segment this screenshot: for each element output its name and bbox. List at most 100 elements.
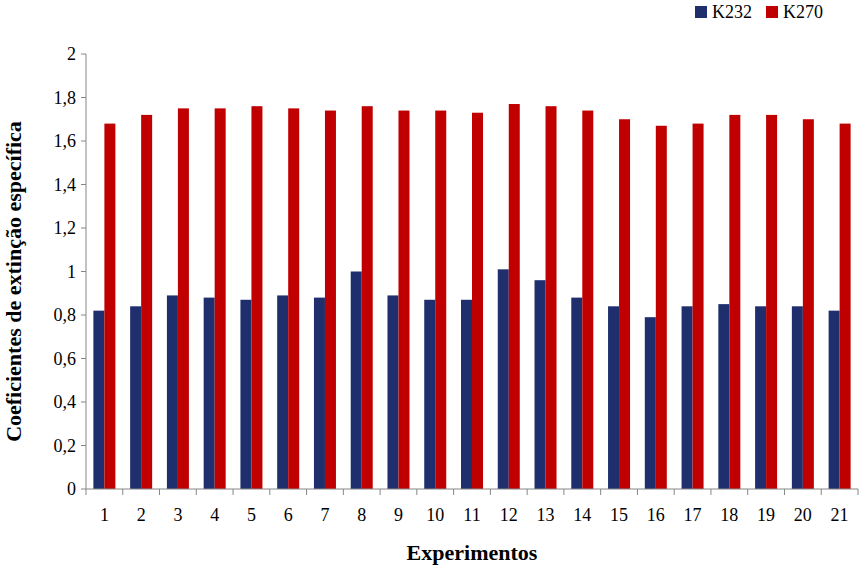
x-tick-label: 18	[720, 505, 738, 525]
bar	[167, 295, 178, 489]
bar	[461, 300, 472, 489]
y-tick	[81, 315, 86, 316]
bar	[288, 108, 299, 489]
bar	[803, 119, 814, 489]
y-tick	[81, 54, 86, 55]
bar	[535, 280, 546, 489]
bar	[130, 306, 141, 489]
x-tick-label: 12	[500, 505, 518, 525]
bar	[251, 106, 262, 489]
x-tick-divider	[858, 489, 859, 495]
bar	[509, 104, 520, 489]
x-tick-label: 17	[684, 505, 702, 525]
y-tick-label: 1,4	[54, 175, 77, 195]
x-tick-divider	[416, 489, 417, 495]
bar	[619, 119, 630, 489]
x-tick-divider	[563, 489, 564, 495]
x-tick-divider	[196, 489, 197, 495]
legend-label: K270	[783, 2, 823, 22]
y-tick-label: 0,6	[54, 349, 77, 369]
x-tick-label: 21	[831, 505, 849, 525]
bar	[141, 115, 152, 489]
x-tick-label: 7	[320, 505, 329, 525]
legend-swatch	[695, 6, 707, 18]
y-tick-label: 0,4	[54, 392, 77, 412]
bar	[351, 272, 362, 490]
bar	[792, 306, 803, 489]
x-tick-divider	[821, 489, 822, 495]
legend: K232 K270	[695, 2, 823, 22]
y-tick	[81, 228, 86, 229]
x-tick-label: 9	[394, 505, 403, 525]
bar	[204, 298, 215, 489]
bar	[645, 317, 656, 489]
y-axis-title: Coeficientes de extinção específica	[1, 121, 26, 442]
bar	[682, 306, 693, 489]
bar	[656, 126, 667, 489]
bar	[277, 295, 288, 489]
bar	[435, 111, 446, 489]
bar	[766, 115, 777, 489]
x-tick-divider	[490, 489, 491, 495]
x-tick-label: 5	[247, 505, 256, 525]
bar	[93, 311, 104, 489]
y-tick-label: 2	[67, 44, 76, 64]
y-tick	[81, 489, 86, 490]
x-tick-label: 11	[463, 505, 480, 525]
bar	[582, 111, 593, 489]
bar	[398, 111, 409, 489]
chart: 00,20,40,60,811,21,41,61,821234567891011…	[0, 0, 861, 571]
y-tick	[81, 97, 86, 98]
x-tick-divider	[747, 489, 748, 495]
y-tick-label: 1,6	[54, 131, 77, 151]
x-tick-divider	[233, 489, 234, 495]
x-tick-divider	[380, 489, 381, 495]
x-tick-label: 3	[173, 505, 182, 525]
legend-label: K232	[712, 2, 752, 22]
x-tick-label: 14	[573, 505, 591, 525]
bars	[93, 104, 850, 489]
y-tick	[81, 445, 86, 446]
x-tick-divider	[527, 489, 528, 495]
bar	[498, 269, 509, 489]
x-tick-divider	[710, 489, 711, 495]
y-tick-label: 1,2	[54, 218, 77, 238]
bar	[840, 124, 851, 489]
bar	[314, 298, 325, 489]
x-tick-label: 6	[284, 505, 293, 525]
y-tick-label: 0,8	[54, 305, 77, 325]
x-tick-label: 20	[794, 505, 812, 525]
x-tick-divider	[453, 489, 454, 495]
x-tick-label: 1	[100, 505, 109, 525]
bar	[829, 311, 840, 489]
bar	[608, 306, 619, 489]
y-tick	[81, 402, 86, 403]
y-tick	[81, 358, 86, 359]
bar	[104, 124, 115, 489]
y-tick-label: 1	[67, 262, 76, 282]
x-tick-label: 15	[610, 505, 628, 525]
x-tick-divider	[343, 489, 344, 495]
x-tick-divider	[600, 489, 601, 495]
bar	[362, 106, 373, 489]
y-tick-label: 0	[67, 479, 76, 499]
bar	[546, 106, 557, 489]
y-tick-label: 0,2	[54, 436, 77, 456]
x-tick-divider	[674, 489, 675, 495]
x-tick-divider	[159, 489, 160, 495]
x-tick-label: 10	[426, 505, 444, 525]
x-tick-divider	[784, 489, 785, 495]
bar	[215, 108, 226, 489]
x-tick-divider	[122, 489, 123, 495]
x-tick-divider	[269, 489, 270, 495]
bar	[178, 108, 189, 489]
bar	[387, 295, 398, 489]
y-tick	[81, 184, 86, 185]
x-axis-title: Experimentos	[407, 540, 538, 565]
x-tick-label: 4	[210, 505, 219, 525]
x-tick-divider	[306, 489, 307, 495]
x-tick-label: 16	[647, 505, 665, 525]
x-tick-label: 13	[537, 505, 555, 525]
bar	[240, 300, 251, 489]
bar	[755, 306, 766, 489]
